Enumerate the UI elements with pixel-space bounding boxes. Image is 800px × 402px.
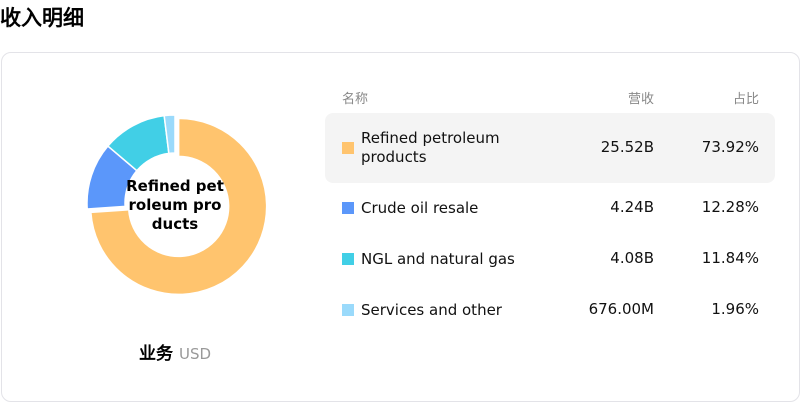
row-percent: 73.92% [701, 138, 759, 156]
color-swatch [342, 142, 354, 154]
chart-legend: 业务 USD [0, 339, 350, 364]
header-percent: 占比 [732, 92, 759, 107]
table-row[interactable]: Refined petroleum products 25.52B 73.92% [325, 113, 775, 183]
row-revenue: 4.08B [610, 249, 654, 267]
page-title: 收入明细 [0, 6, 84, 30]
header-name: 名称 [342, 92, 369, 107]
color-swatch [342, 202, 354, 214]
row-revenue: 25.52B [600, 138, 654, 156]
row-name: NGL and natural gas [361, 250, 515, 268]
color-swatch [342, 253, 354, 265]
row-name: Crude oil resale [361, 199, 479, 217]
donut-chart [86, 114, 268, 296]
row-percent: 11.84% [701, 249, 759, 267]
legend-label: 业务 [138, 344, 173, 364]
donut-center-label: Refined petroleum products [126, 177, 224, 233]
row-name: Services and other [361, 301, 502, 319]
table-row[interactable]: Crude oil resale 4.24B 12.28% [325, 183, 775, 233]
table-row[interactable]: NGL and natural gas 4.08B 11.84% [325, 234, 775, 284]
donut-slice[interactable] [90, 117, 268, 296]
currency-label: USD [178, 345, 212, 363]
color-swatch [342, 304, 354, 316]
header-revenue: 营收 [627, 92, 654, 107]
row-revenue: 676.00M [588, 300, 654, 318]
donut-slice[interactable] [163, 114, 176, 155]
table-row[interactable]: Services and other 676.00M 1.96% [325, 285, 775, 335]
row-percent: 12.28% [701, 198, 759, 216]
row-revenue: 4.24B [610, 198, 654, 216]
row-percent: 1.96% [711, 300, 759, 318]
row-name: Refined petroleum products [361, 129, 500, 166]
